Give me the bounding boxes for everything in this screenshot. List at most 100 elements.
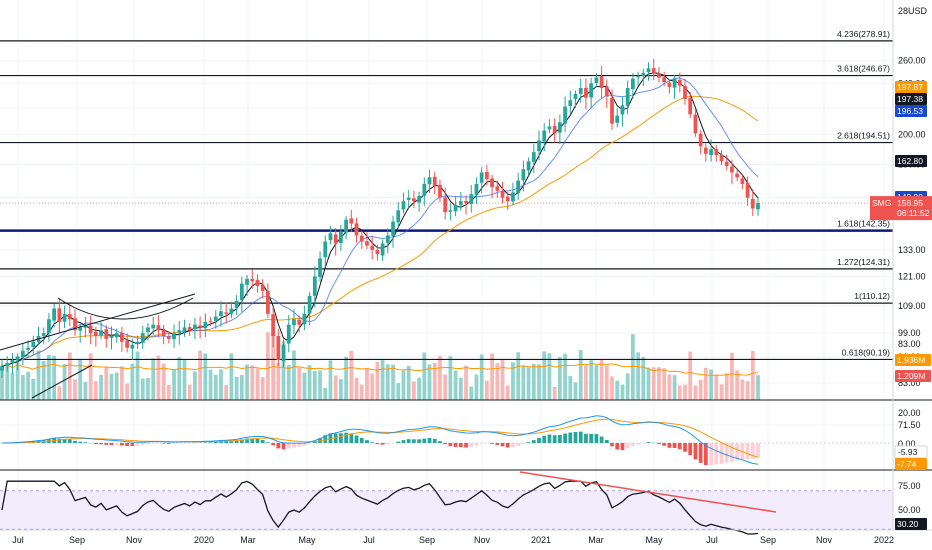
candle-body — [286, 324, 291, 344]
fib-level-label: 3.618(246.67) — [837, 64, 890, 74]
macd-histogram-bar — [328, 433, 333, 443]
candle-body — [166, 336, 171, 339]
fibonacci-levels[interactable]: 4.236(278.91) 3.618(246.67) 2.618(194.51) 1… — [0, 29, 893, 361]
volume-bar — [610, 376, 614, 400]
volume-bar — [693, 385, 698, 400]
volume-bar — [745, 381, 750, 400]
macd-histogram-bar — [516, 443, 521, 447]
volume-bar — [730, 352, 734, 400]
macd-histogram-bar — [109, 443, 114, 446]
macd-histogram-bar — [573, 431, 578, 443]
volume-bar — [698, 379, 703, 400]
volume-bar — [125, 383, 130, 400]
volume-bar — [620, 384, 625, 400]
macd-histogram-bar — [219, 441, 223, 443]
candle-body — [67, 314, 72, 320]
volume-bar — [375, 362, 380, 400]
candle-body — [151, 324, 156, 329]
macd-histogram-bar — [662, 443, 667, 446]
volume-bar — [511, 362, 515, 400]
macd-histogram-bar — [714, 443, 719, 465]
volume-bar — [31, 378, 36, 400]
volume-bar — [339, 379, 343, 400]
volume-bar — [281, 341, 286, 400]
candle-body — [130, 344, 135, 349]
macd-histogram-bar — [458, 443, 463, 448]
volume-bar — [47, 355, 51, 400]
macd-histogram-bar — [730, 443, 734, 462]
candle-body — [667, 82, 672, 87]
candle-body — [161, 330, 166, 336]
macd-histogram-bar — [490, 443, 494, 444]
volume-bar — [735, 370, 740, 400]
candle-body — [156, 325, 161, 331]
macd-histogram-bar — [276, 443, 281, 449]
time-tick-label: 2020 — [194, 535, 214, 545]
candle-body — [203, 321, 208, 329]
candle-body — [641, 72, 646, 77]
volume-bar — [67, 352, 72, 400]
time-tick-label: Sep — [69, 535, 85, 545]
macd-histogram-bar — [552, 435, 557, 443]
macd-histogram-bar — [260, 439, 265, 443]
candle-body — [140, 333, 145, 343]
macd-histogram-bar — [584, 433, 588, 443]
volume-bar — [93, 381, 98, 400]
price-tag-label: 1.936M — [897, 355, 925, 365]
macd-histogram-bar — [286, 443, 291, 449]
macd-pane: 20.00 0.00 — [0, 408, 932, 471]
candle-body — [474, 183, 479, 195]
volume-bar — [412, 381, 416, 400]
macd-histogram-bar — [385, 443, 390, 445]
candle-body — [99, 330, 103, 336]
candle-body — [651, 68, 656, 75]
volume-bar — [193, 371, 197, 400]
macd-histogram-bar — [349, 433, 354, 443]
candle-body — [677, 79, 682, 86]
volume-bar — [709, 369, 713, 400]
volume-bar — [182, 359, 187, 400]
macd-histogram-bar — [750, 443, 755, 459]
candle-body — [391, 221, 395, 236]
volume-bar — [104, 366, 109, 400]
candle-body — [485, 172, 489, 179]
macd-histogram-bar — [474, 443, 479, 446]
volume-bar — [99, 374, 103, 400]
macd-histogram-bar — [735, 443, 740, 461]
candle-body — [526, 161, 531, 171]
macd-histogram-bar — [62, 438, 67, 443]
candle-body — [557, 122, 562, 133]
volume-bar — [505, 385, 510, 400]
macd-histogram-bar — [401, 440, 406, 443]
volume-bar — [646, 367, 651, 400]
macd-histogram-bar — [568, 432, 573, 443]
volume-bar — [62, 364, 67, 400]
candle-body — [26, 347, 30, 350]
macd-line — [1, 415, 759, 465]
macd-histogram-bar — [453, 443, 458, 447]
rsi-divergence-line — [519, 471, 777, 513]
candle-body — [709, 149, 713, 156]
candle-body — [688, 97, 693, 115]
macd-histogram-bar — [594, 434, 599, 443]
candle-body — [516, 180, 521, 194]
volume-bar — [438, 356, 442, 400]
volume-bar — [453, 370, 458, 400]
volume-bar — [302, 372, 307, 400]
macd-histogram-bar — [683, 443, 687, 452]
macd-histogram-bar — [78, 441, 83, 443]
macd-histogram-bar — [281, 443, 286, 450]
trend-drawings[interactable] — [0, 293, 777, 513]
volume-bar — [604, 365, 609, 400]
volume-bar — [203, 353, 208, 400]
candle-body — [521, 169, 526, 181]
volume-bar — [542, 351, 547, 400]
candle-body — [547, 126, 552, 130]
macd-histogram-bar — [120, 443, 124, 446]
price-tag-label: 162.80 — [897, 156, 923, 166]
candle-body — [458, 201, 463, 205]
candle-body — [239, 283, 244, 301]
candle-body — [719, 155, 724, 162]
candle-body — [422, 183, 427, 196]
